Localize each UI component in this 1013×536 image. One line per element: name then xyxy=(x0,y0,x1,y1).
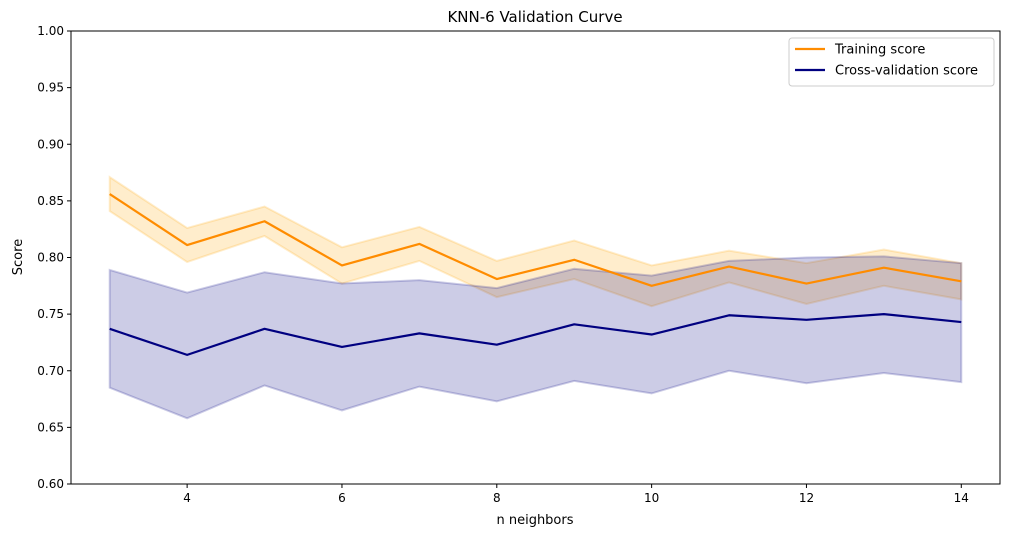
series-1-line xyxy=(109,313,962,356)
series-1-band xyxy=(108,255,963,420)
x-tick-label: 14 xyxy=(954,491,969,505)
x-axis-label: n neighbors xyxy=(496,513,573,528)
plot-area: 4 6 8 10 12 14 0.60 0.65 0.70 0.75 0.80 0.85 0.90 0.9… xyxy=(37,24,1001,505)
legend-label-1: Cross-validation score xyxy=(835,64,978,79)
legend-label-0: Training score xyxy=(834,43,925,58)
y-tick-label: 0.80 xyxy=(37,251,64,265)
y-tick-label: 1.00 xyxy=(37,24,64,38)
y-tick-label: 0.60 xyxy=(37,477,64,491)
y-axis-label: Score xyxy=(11,239,26,275)
series-0-line xyxy=(109,193,962,287)
legend: Training score Cross-validation score xyxy=(788,37,995,87)
y-tick-label: 0.65 xyxy=(37,420,64,434)
legend-box xyxy=(788,37,995,87)
x-tick-label: 4 xyxy=(183,491,191,505)
chart-title: KNN-6 Validation Curve xyxy=(447,8,622,26)
x-tick-label: 8 xyxy=(493,491,501,505)
x-tick-label: 10 xyxy=(644,491,659,505)
y-tick-label: 0.85 xyxy=(37,194,64,208)
y-tick-label: 0.70 xyxy=(37,364,64,378)
y-tick-label: 0.95 xyxy=(37,81,64,95)
y-tick-label: 0.75 xyxy=(37,307,64,321)
x-tick-label: 12 xyxy=(799,491,814,505)
y-tick-label: 0.90 xyxy=(37,137,64,151)
x-tick-label: 6 xyxy=(338,491,346,505)
series-0-band xyxy=(108,175,963,308)
